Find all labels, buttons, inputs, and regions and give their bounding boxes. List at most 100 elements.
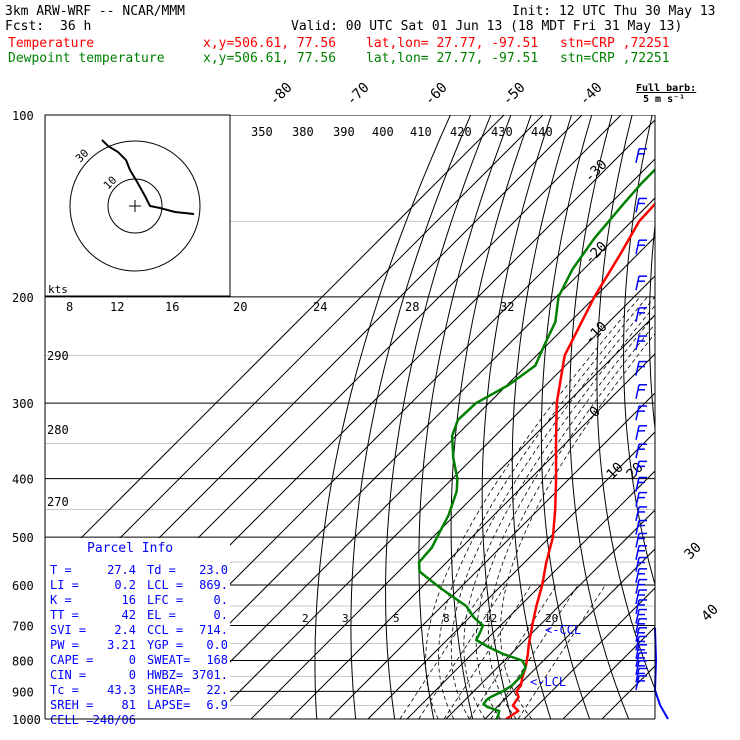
wind-barb-staff: [635, 636, 640, 651]
wind-barb-staff: [635, 609, 640, 624]
moist-adiabat-12: [438, 296, 648, 719]
parcel-value: 2.4: [114, 623, 136, 637]
parcel-value: 81: [122, 698, 136, 712]
isotherm-label-20: 20: [624, 460, 647, 483]
parcel-value: 16: [122, 593, 136, 607]
parcel-value: 3701.: [192, 668, 228, 682]
dry-adiabat-320: [540, 115, 593, 719]
dewpoint-latlon: lat,lon= 27.77, -97.51: [366, 51, 539, 66]
parcel-label: SWEAT=: [147, 653, 190, 667]
dry-adiabat-380: [699, 115, 740, 732]
wind-barb-staff: [635, 652, 640, 668]
wind-barb-staff: [635, 444, 640, 459]
wind-barb-staff: [635, 492, 640, 507]
hodograph-trace: [101, 139, 195, 215]
isotherm-label-30: 30: [682, 540, 705, 563]
isotherm-label--20: -20: [582, 239, 611, 268]
mixing-ratio-label-12: 12: [484, 612, 497, 625]
isotherm-label-0: 0: [587, 404, 604, 421]
parcel-value: 248/06: [93, 713, 136, 727]
parcel-label: SVI =: [50, 623, 86, 637]
moist-adiabat-label-8: 8: [66, 300, 73, 314]
dry-adiabat-280: [418, 115, 512, 719]
wind-barb-staff: [635, 599, 640, 615]
parcel-value: 0.: [214, 608, 228, 622]
parcel-label: CIN =: [50, 668, 86, 682]
parcel-info-title: Parcel Info: [87, 541, 173, 556]
dewpoint-trace: [417, 167, 655, 719]
wind-barb-staff: [635, 425, 640, 440]
parcel-label: LAPSE=: [147, 698, 190, 712]
wind-barb-staff: [635, 644, 640, 659]
pressure-tick-400: 400: [12, 473, 34, 487]
temperature-station: stn=CRP ,72251: [560, 36, 670, 51]
parcel-value: 27.4: [107, 563, 136, 577]
wind-barb-staff: [635, 668, 640, 683]
mixing-ratio-label-3: 3: [342, 612, 349, 625]
dry-adiabat-250: [314, 115, 451, 719]
pressure-tick-900: 900: [12, 685, 34, 699]
dewpoint-legend-label: Dewpoint temperature: [8, 51, 165, 66]
moist-adiabat-label-20: 20: [233, 300, 247, 314]
parcel-value: 3.21: [107, 638, 136, 652]
parcel-label: LI =: [50, 578, 79, 592]
pressure-tick-300: 300: [12, 397, 34, 411]
parcel-value: 0: [129, 668, 136, 682]
wind-barb-staff: [635, 579, 640, 594]
lcl-marker: <-LCL: [530, 675, 566, 689]
wind-barb-staff: [635, 520, 640, 535]
parcel-value: 6.9: [206, 698, 228, 712]
isotherm-10: [445, 509, 655, 719]
pressure-tick-1000: 1000: [12, 713, 41, 727]
parcel-value: 0.0: [206, 638, 228, 652]
dry-adiabat-370: [675, 115, 740, 732]
wind-barb-staff: [635, 627, 640, 642]
parcel-label: PW =: [50, 638, 79, 652]
wind-barb-staff: [635, 276, 640, 291]
init-time: Init: 12 UTC Thu 30 May 13: [512, 4, 716, 19]
wind-barb-staff: [635, 405, 640, 421]
dry-adiabat-340: [596, 115, 655, 691]
theta-side-label-270: 270: [47, 495, 69, 509]
wind-barb-staff: [635, 361, 640, 376]
isotherm-label--80: -80: [267, 80, 296, 109]
forecast-hour: 36 h: [60, 19, 92, 34]
parcel-label: SREH =: [50, 698, 93, 712]
pressure-tick-100: 100: [12, 109, 34, 123]
dry-adiabat-360: [648, 220, 655, 433]
moist-adiabat-8: [425, 296, 641, 719]
sounding-traces: [417, 167, 655, 719]
parcel-value: 43.3: [107, 683, 136, 697]
wind-barb-staff: [635, 557, 640, 572]
parcel-label: Tc =: [50, 683, 79, 697]
plot-frame: [44, 115, 656, 720]
pressure-tick-700: 700: [12, 619, 34, 633]
parcel-label: LFC =: [147, 593, 183, 607]
valid-time: Valid: 00 UTC Sat 01 Jun 13 (18 MDT Fri …: [291, 19, 683, 34]
forecast-label: Fcst:: [5, 19, 45, 34]
theta-side-label-280: 280: [47, 423, 69, 437]
isotherm-30: [523, 587, 655, 719]
pressure-tick-800: 800: [12, 654, 34, 668]
dewpoint-xy: x,y=506.61, 77.56: [203, 51, 337, 66]
parcel-label: CELL =: [50, 713, 93, 727]
parcel-label: K =: [50, 593, 72, 607]
isotherm--50: [211, 275, 655, 719]
moist-adiabat-20: [463, 305, 655, 719]
mixing-ratio-label-5: 5: [393, 612, 400, 625]
theta-label-440: 440: [531, 125, 553, 139]
isotherm-label--10: -10: [582, 319, 611, 348]
parcel-value: 22.: [206, 683, 228, 697]
mixing-ratio-8: [469, 584, 557, 719]
parcel-label: T =: [50, 563, 72, 577]
temperature-trace: [505, 202, 655, 719]
hodograph-ring-outer: [69, 140, 201, 272]
dry-adiabat-270: [385, 115, 492, 719]
parcel-label: CCL =: [147, 623, 183, 637]
isotherm-20: [484, 548, 655, 719]
dry-adiabat-300: [481, 115, 552, 719]
parcel-label: CAPE =: [50, 653, 93, 667]
dry-adiabat-290: [450, 115, 532, 719]
parcel-value: 869.: [199, 578, 228, 592]
